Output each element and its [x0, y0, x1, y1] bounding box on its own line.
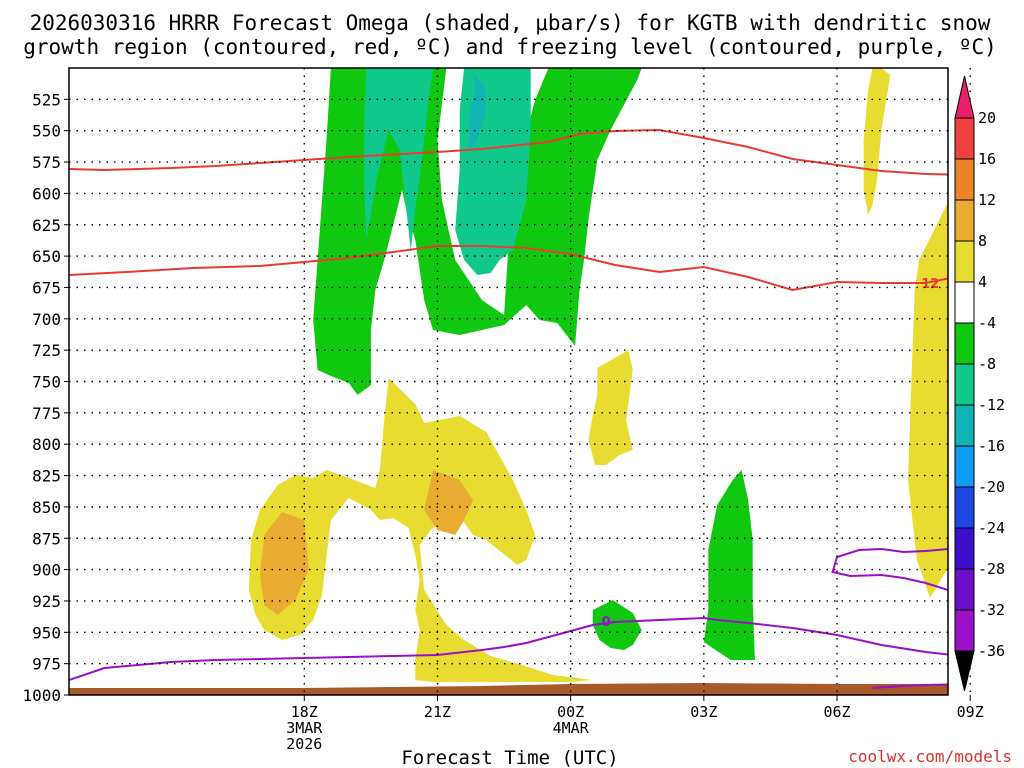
x-tick-label: 4MAR	[553, 719, 590, 737]
colorbar-bin	[954, 322, 975, 365]
colorbar-bin	[954, 486, 975, 529]
y-tick-label: 600	[32, 184, 61, 203]
colorbar-bin	[954, 527, 975, 570]
y-tick-label: 675	[32, 278, 61, 297]
omega-region-0	[863, 68, 891, 215]
y-tick-label: 850	[32, 498, 61, 517]
colorbar-bin	[954, 281, 975, 324]
omega-region-1	[908, 201, 948, 598]
colorbar-extend-bottom	[954, 650, 975, 692]
colorbar-label: -28	[978, 560, 1005, 578]
y-tick-label: 900	[32, 561, 61, 580]
colorbar-label: -12	[978, 396, 1005, 414]
colorbar-bin	[954, 445, 975, 488]
y-tick-label: 825	[32, 467, 61, 486]
colorbar-label: 12	[978, 191, 996, 209]
omega-region-8	[364, 68, 433, 250]
x-tick-label: 03Z	[690, 703, 717, 721]
y-tick-label: 775	[32, 404, 61, 423]
contour-line-4	[872, 683, 948, 689]
colorbar-label: -32	[978, 601, 1005, 619]
x-tick-label: 21Z	[424, 703, 451, 721]
y-tick-label: 525	[32, 90, 61, 109]
y-tick-label: 550	[32, 122, 61, 141]
colorbar-bin	[954, 609, 975, 652]
contour-line-0	[69, 128, 948, 176]
y-tick-label: 925	[32, 592, 61, 611]
x-tick-label: 06Z	[823, 703, 850, 721]
x-tick-label: 09Z	[957, 703, 984, 721]
x-tick-label: 3MAR	[286, 719, 323, 737]
y-tick-label: 750	[32, 373, 61, 392]
y-tick-label: 975	[32, 655, 61, 674]
colorbar-bin	[954, 158, 975, 201]
y-tick-label: 1000	[22, 686, 61, 705]
y-tick-label: 625	[32, 216, 61, 235]
colorbar: 20 16 12 8 4 -4 -8 -12 -16 -20 -24 -28 -32 -36	[954, 75, 1005, 692]
colorbar-label: -24	[978, 519, 1005, 537]
credit-text: coolwx.com/models	[848, 747, 1012, 766]
omega-region-10	[468, 75, 487, 150]
x-tick-label: 2026	[286, 735, 322, 753]
colorbar-label: 16	[978, 150, 996, 168]
colorbar-label: -16	[978, 437, 1005, 455]
y-tick-label: 725	[32, 341, 61, 360]
colorbar-label: -8	[978, 355, 996, 373]
gridlines	[69, 68, 971, 695]
colorbar-label: -4	[978, 314, 996, 332]
omega-region-7	[313, 68, 642, 395]
colorbar-bin	[954, 117, 975, 160]
colorbar-bin	[954, 404, 975, 447]
chart-title-line-2: growth region (contoured, red, ºC) and f…	[23, 35, 997, 59]
omega-region-12	[592, 600, 642, 650]
contour-line-2	[69, 616, 948, 681]
colorbar-extend-top	[954, 75, 975, 119]
colorbar-label: -36	[978, 642, 1005, 660]
contour-line-1	[69, 245, 948, 292]
x-tick-label: 00Z	[557, 703, 584, 721]
x-axis-label: Forecast Time (UTC)	[401, 747, 618, 768]
y-tick-label: 950	[32, 623, 61, 642]
plot-area: 12 0	[69, 68, 1024, 695]
colorbar-label: 8	[978, 232, 987, 250]
y-tick-label: 875	[32, 529, 61, 548]
colorbar-bin	[954, 240, 975, 283]
omega-region-4	[248, 378, 593, 682]
y-tick-label: 575	[32, 153, 61, 172]
colorbar-bin	[954, 363, 975, 406]
y-tick-label: 700	[32, 310, 61, 329]
y-axis: 525 550 575 600 625 650 675 700 725 750 775 800 825 8…	[22, 90, 69, 705]
contour-line-3	[831, 547, 948, 592]
colorbar-label: 20	[978, 109, 996, 127]
colorbar-label: -20	[978, 478, 1005, 496]
omega-region-3	[588, 350, 633, 465]
omega-region-2	[997, 68, 1024, 310]
terrain-fill	[69, 683, 948, 695]
contour-label-2: 0	[602, 615, 611, 630]
colorbar-bin	[954, 568, 975, 611]
chart-title-line-1: 2026030316 HRRR Forecast Omega (shaded, …	[30, 11, 991, 35]
plot-frame	[68, 67, 949, 696]
colorbar-bin	[954, 199, 975, 242]
omega-region-11	[703, 470, 755, 660]
x-tick-label: 18Z	[291, 703, 318, 721]
y-tick-label: 650	[32, 247, 61, 266]
y-tick-label: 800	[32, 435, 61, 454]
omega-region-6	[424, 470, 473, 535]
colorbar-label: 4	[978, 273, 987, 291]
contour-label-1: 12	[921, 277, 939, 292]
